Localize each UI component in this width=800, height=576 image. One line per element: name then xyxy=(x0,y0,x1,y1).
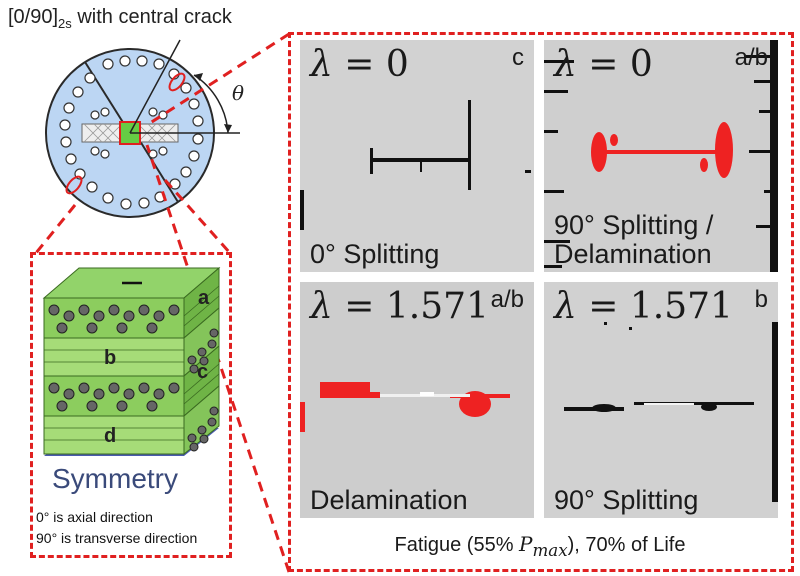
symmetry-label: Symmetry xyxy=(52,463,178,494)
panel2-image xyxy=(544,40,778,272)
panel2-mode: 90° Splitting / Delamination xyxy=(554,210,714,269)
layer-label-d: d xyxy=(104,425,116,447)
layer-label-a: a xyxy=(198,287,210,309)
panel3-layer-label: a/b xyxy=(490,286,524,313)
layer-label-c: c xyxy=(197,361,208,383)
panel4-mode: 90° Splitting xyxy=(554,484,699,515)
panel3-mode: Delamination xyxy=(310,484,468,515)
panel1-image xyxy=(300,40,534,272)
layer-label-b: b xyxy=(104,347,116,369)
panel4-layer-label: b xyxy=(754,286,768,313)
panel1-layer-label: c xyxy=(512,44,524,71)
panel3-lambda: λ = 1.571 xyxy=(310,286,489,327)
panel4-image xyxy=(544,282,778,518)
layup-box xyxy=(30,252,232,558)
panel2-lambda: λ = 0 xyxy=(554,44,653,85)
panel-lambda1571-ab: λ = 1.571 a/b Delamination xyxy=(300,282,534,518)
figure-caption: Fatigue (55% Pmax), 70% of Life xyxy=(394,532,686,560)
panel4-lambda: λ = 1.571 xyxy=(554,286,733,327)
panel-lambda1571-b: λ = 1.571 b 90° Splitting xyxy=(544,282,778,518)
results-box xyxy=(288,32,794,572)
specimen-diagram: θ xyxy=(45,39,244,218)
panel-lambda0-ab: λ = 0 a/b 90° Splitting / Delamination xyxy=(544,40,778,272)
transverse-note: 90° is transverse direction xyxy=(36,530,198,546)
panel3-image xyxy=(300,282,534,518)
panel2-layer-label: a/b xyxy=(734,44,768,71)
panel1-mode: 0° Splitting xyxy=(310,238,440,269)
angle-label: θ xyxy=(232,81,244,105)
panel-lambda0-c: λ = 0 c 0° Splitting xyxy=(300,40,534,272)
figure-title: [0/90]2s with central crack xyxy=(8,6,232,31)
axial-note: 0° is axial direction xyxy=(36,509,153,525)
panel1-lambda: λ = 0 xyxy=(310,44,409,85)
laminate-diagram: a b c d xyxy=(42,266,221,456)
